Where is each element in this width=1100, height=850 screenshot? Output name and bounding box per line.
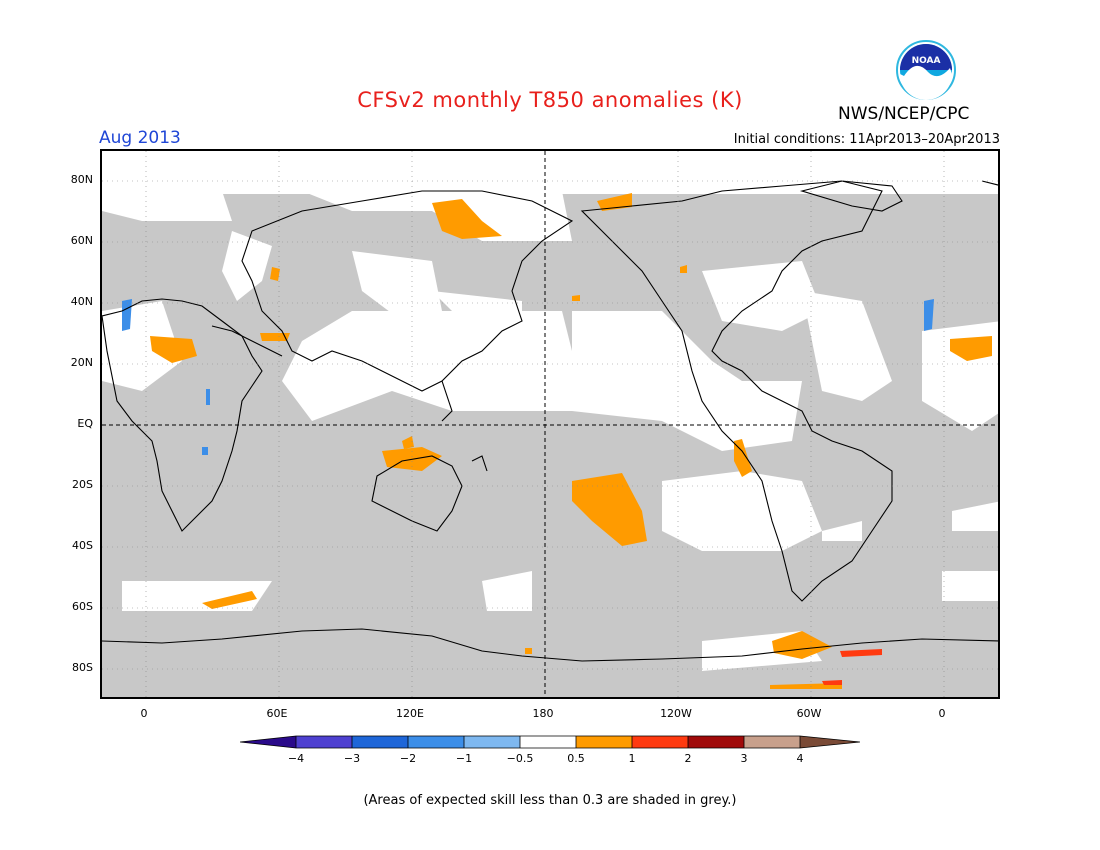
lon-label: 120W [660,707,692,720]
warm-anomaly-regions [150,193,992,689]
legend-swatch [408,736,464,748]
coastlines [102,180,998,662]
lat-label: 60S [72,600,93,613]
map-canvas [102,151,998,697]
legend-swatch [688,736,744,748]
lon-label: 180 [532,707,554,720]
lat-label: 40S [72,539,93,552]
legend-label: 3 [740,752,748,765]
legend-swatch [520,736,576,748]
anomaly-map [100,149,1000,699]
legend-swatch [464,736,520,748]
legend-swatch [800,736,860,748]
legend-label: −4 [287,752,305,765]
map-title: CFSv2 monthly T850 anomalies (K) [357,88,743,112]
legend-label: −3 [343,752,361,765]
legend-label: −0.5 [506,752,534,765]
noaa-logo: NOAA [896,40,956,100]
lat-label: 80N [70,173,93,186]
legend-swatch [632,736,688,748]
legend-label: 0.5 [567,752,585,765]
lon-label: 60E [266,707,288,720]
lon-label: 120E [396,707,424,720]
legend-swatch [576,736,632,748]
lon-label: 0 [938,707,946,720]
legend-swatch [352,736,408,748]
skill-footnote: (Areas of expected skill less than 0.3 a… [363,793,737,808]
legend-label: 1 [628,752,636,765]
svg-text:NOAA: NOAA [912,56,941,66]
legend-swatch [744,736,800,748]
legend-swatch [240,736,296,748]
color-legend-bar [240,735,860,749]
lat-label: 60N [70,234,93,247]
lat-label: 20N [70,356,93,369]
lat-label: EQ [77,417,93,430]
lon-label: 60W [796,707,822,720]
legend-label: 4 [796,752,804,765]
agency-label: NWS/NCEP/CPC [838,104,970,124]
valid-month: Aug 2013 [99,128,181,148]
initial-conditions: Initial conditions: 11Apr2013–20Apr2013 [733,132,1000,147]
legend-swatch [296,736,352,748]
lat-label: 40N [70,295,93,308]
lat-label: 80S [72,661,93,674]
lon-label: 0 [140,707,148,720]
lat-label: 20S [72,478,93,491]
legend-label: 2 [684,752,692,765]
legend-label: −2 [399,752,417,765]
strong-warm-anomaly-regions [822,649,882,685]
graticule [102,151,998,697]
legend-label: −1 [455,752,473,765]
